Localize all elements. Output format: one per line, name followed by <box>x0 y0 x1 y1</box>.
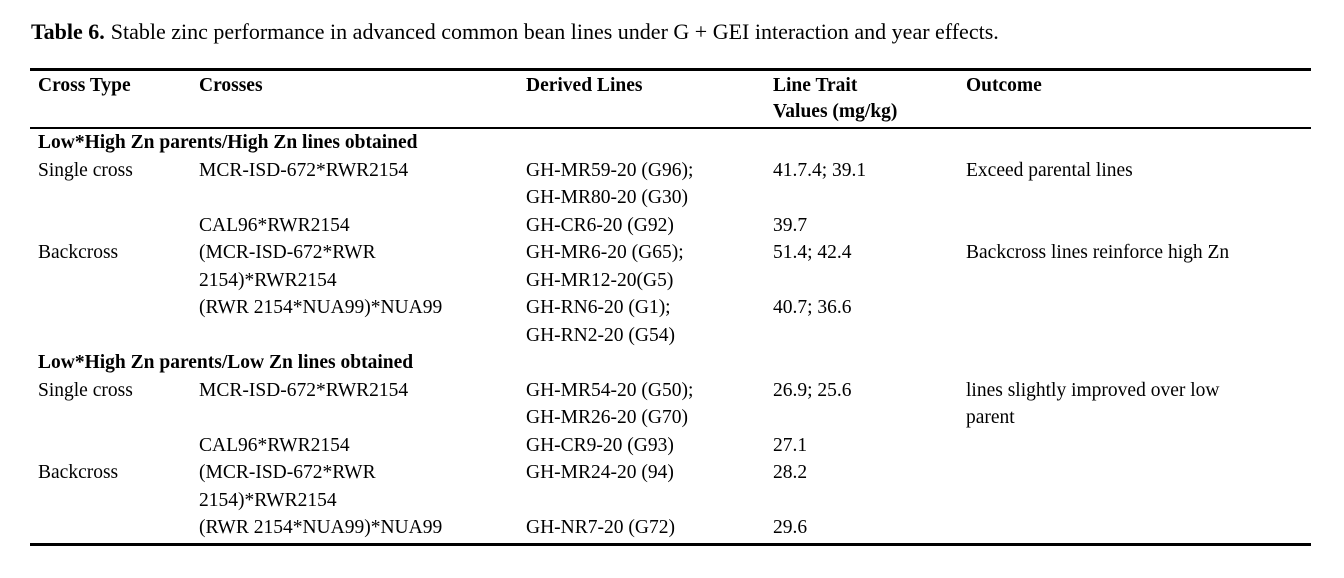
cell-derived-lines: GH-MR24-20 (94) <box>526 462 674 483</box>
cell-trait-values: 51.4; 42.4 <box>773 242 852 263</box>
cell-derived-lines: GH-MR59-20 (G96); GH-MR80-20 (G30) <box>526 159 694 209</box>
cell-derived-lines: GH-CR9-20 (G93) <box>526 434 674 456</box>
cell-derived-lines: GH-RN6-20 (G1); GH-RN2-20 (G54) <box>526 297 675 346</box>
cell-cross-type: Backcross <box>38 242 119 263</box>
cell-cross-type: Backcross <box>38 462 119 483</box>
cell-trait-values: 28.2 <box>773 462 808 483</box>
col-header-cross-type: Cross Type <box>38 75 131 96</box>
col-header-crosses: Crosses <box>199 75 263 96</box>
cell-cross-type <box>30 432 199 460</box>
cell-outcome <box>966 459 1311 514</box>
cell-derived-lines: GH-CR6-20 (G92) <box>526 214 674 236</box>
cell-cross-type: Single cross <box>38 379 133 401</box>
cell-cross-type <box>30 294 199 349</box>
cell-crosses: CAL96*RWR2154 <box>199 434 350 456</box>
table-caption-text: Stable zinc performance in advanced comm… <box>110 19 999 44</box>
cell-cross-type <box>30 514 199 542</box>
table-header-row: Cross Type Crosses Derived Lines Line Tr… <box>30 71 1311 129</box>
cell-outcome <box>966 294 1311 349</box>
cell-trait-values: 41.7.4; 39.1 <box>773 159 867 181</box>
cell-outcome <box>966 212 1311 240</box>
cell-outcome: Exceed parental lines <box>966 159 1133 181</box>
cell-trait-values: 26.9; 25.6 <box>773 379 852 401</box>
cell-derived-lines: GH-MR54-20 (G50); GH-MR26-20 (G70) <box>526 379 694 429</box>
section-heading: Low*High Zn parents/Low Zn lines obtaine… <box>38 352 414 373</box>
cell-crosses: (MCR-ISD-672*RWR 2154)*RWR2154 <box>199 242 376 291</box>
cell-crosses: (RWR 2154*NUA99)*NUA99 <box>199 517 443 538</box>
cell-crosses: (MCR-ISD-672*RWR 2154)*RWR2154 <box>199 462 376 511</box>
table-body: Low*High Zn parents/High Zn lines obtain… <box>30 129 1311 543</box>
cell-trait-values: 27.1 <box>773 434 808 456</box>
col-header-outcome: Outcome <box>966 75 1042 96</box>
cell-trait-values: 39.7 <box>773 214 808 236</box>
table-caption-label: Table 6. <box>31 19 105 44</box>
cell-crosses: (RWR 2154*NUA99)*NUA99 <box>199 297 443 318</box>
cell-cross-type <box>30 212 199 240</box>
cell-outcome <box>966 432 1311 460</box>
cell-derived-lines: GH-MR6-20 (G65); GH-MR12-20(G5) <box>526 242 684 291</box>
cell-crosses: MCR-ISD-672*RWR2154 <box>199 379 409 401</box>
cell-outcome: Backcross lines reinforce high Zn <box>966 242 1230 263</box>
section-heading: Low*High Zn parents/High Zn lines obtain… <box>38 132 418 153</box>
cell-outcome: lines slightly improved over low parent <box>966 379 1220 429</box>
cell-crosses: MCR-ISD-672*RWR2154 <box>199 159 409 181</box>
data-table: Cross Type Crosses Derived Lines Line Tr… <box>30 68 1311 546</box>
cell-derived-lines: GH-NR7-20 (G72) <box>526 517 675 538</box>
col-header-derived-lines: Derived Lines <box>526 75 643 96</box>
table-caption: Table 6. Stable zinc performance in advan… <box>31 17 1311 47</box>
cell-trait-values: 40.7; 36.6 <box>773 297 852 318</box>
cell-trait-values: 29.6 <box>773 517 808 538</box>
table-figure: Table 6. Stable zinc performance in advan… <box>30 0 1311 546</box>
col-header-trait-values: Line Trait Values (mg/kg) <box>773 75 898 122</box>
cell-crosses: CAL96*RWR2154 <box>199 214 350 236</box>
cell-cross-type: Single cross <box>38 159 133 181</box>
cell-outcome <box>966 514 1311 542</box>
